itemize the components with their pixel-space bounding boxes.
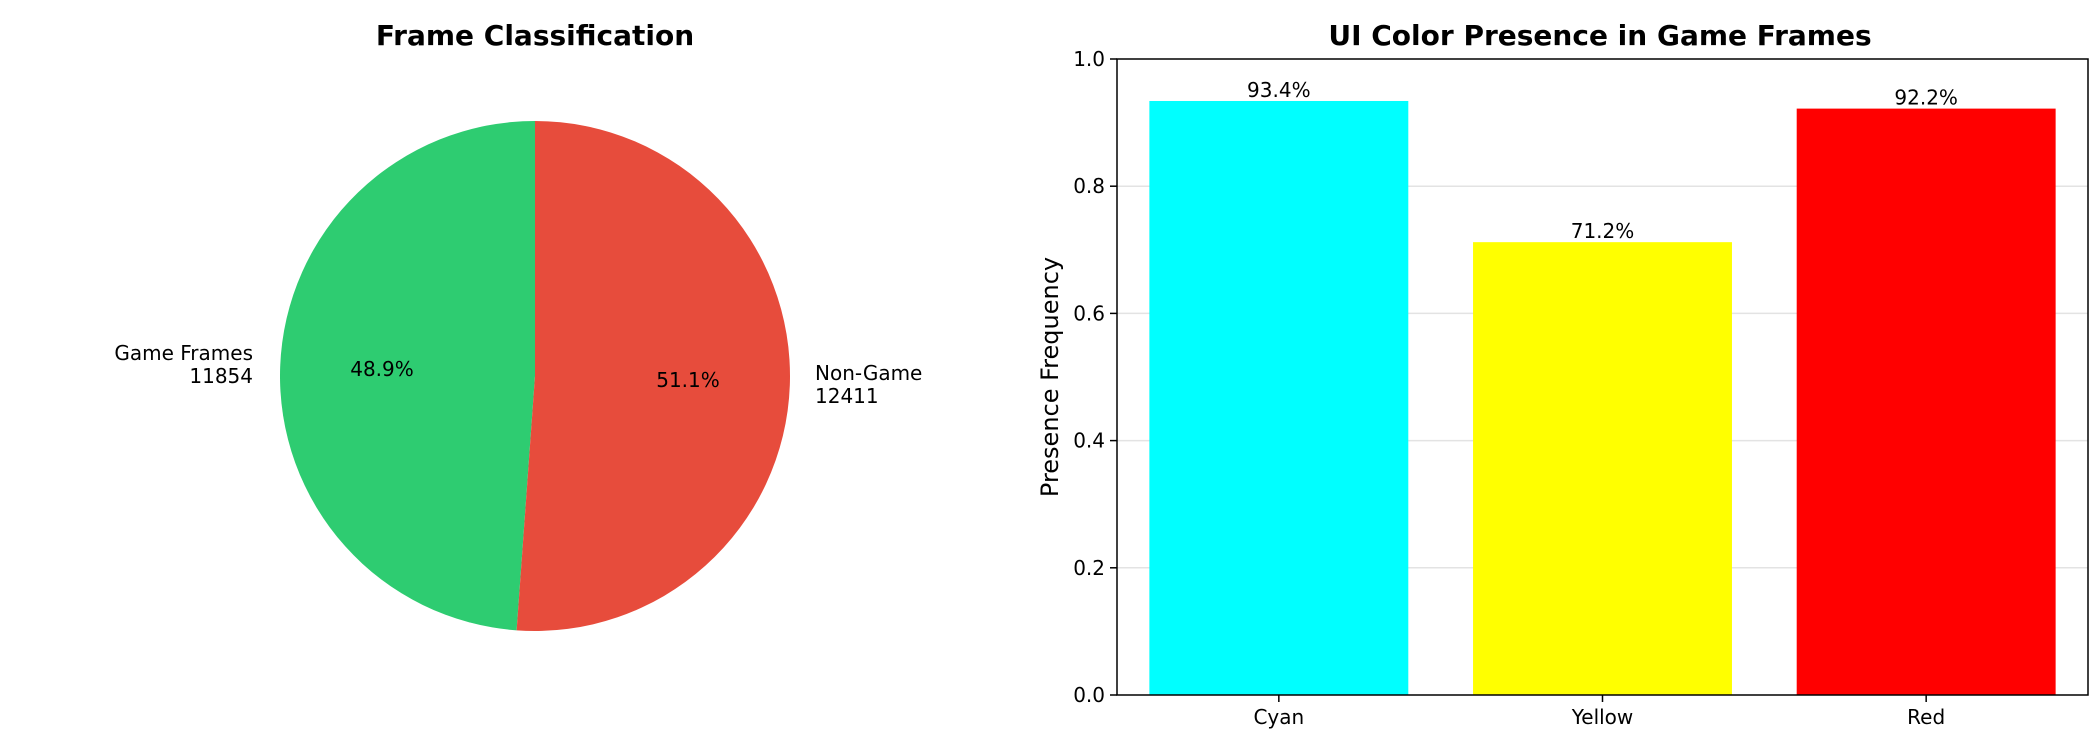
pie-slice-non-game: [516, 121, 791, 632]
pie-slice-count-game-frames: 11854: [189, 364, 253, 388]
pie-slice-label-game-frames: Game Frames: [114, 341, 253, 365]
pie-chart: Frame Classification Game Frames 11854 4…: [114, 19, 922, 632]
pie-slice-pct-game-frames: 48.9%: [350, 357, 414, 381]
y-tick-label: 0.6: [1073, 301, 1105, 325]
pie-slice-label-non-game: Non-Game: [815, 361, 922, 385]
bar-title: UI Color Presence in Game Frames: [1328, 19, 1871, 52]
y-tick-label: 0.4: [1073, 429, 1105, 453]
bar-red: [1796, 108, 2056, 695]
pie-title: Frame Classification: [376, 19, 694, 52]
bar-bars: [1149, 100, 2056, 695]
bar-value-labels: 93.4% 71.2% 92.2%: [1247, 78, 1958, 243]
x-tick-label-yellow: Yellow: [1571, 705, 1634, 729]
pie-slices: [280, 121, 791, 632]
pie-slice-count-non-game: 12411: [815, 384, 879, 408]
y-tick-label: 0.0: [1073, 683, 1105, 707]
bar-value-label-cyan: 93.4%: [1247, 78, 1311, 102]
x-axis-ticks: Cyan Yellow Red: [1253, 695, 1945, 729]
y-axis-label: Presence Frequency: [1036, 257, 1064, 497]
pie-slice-game-frames: [280, 121, 535, 631]
bar-chart: UI Color Presence in Game Frames 0.00.20…: [1036, 19, 2089, 729]
x-tick-label-red: Red: [1907, 705, 1945, 729]
pie-slice-pct-non-game: 51.1%: [656, 368, 720, 392]
y-tick-label: 0.8: [1073, 174, 1105, 198]
x-tick-label-cyan: Cyan: [1253, 705, 1304, 729]
bar-value-label-red: 92.2%: [1894, 86, 1958, 110]
y-axis-ticks: 0.0 0.2 0.4 0.6 0.8 1.0: [1073, 47, 1117, 707]
bar-yellow: [1473, 242, 1732, 695]
y-tick-label: 1.0: [1073, 47, 1105, 71]
bar-value-label-yellow: 71.2%: [1571, 219, 1635, 243]
bar-cyan: [1149, 100, 1409, 695]
y-tick-label: 0.2: [1073, 556, 1105, 580]
